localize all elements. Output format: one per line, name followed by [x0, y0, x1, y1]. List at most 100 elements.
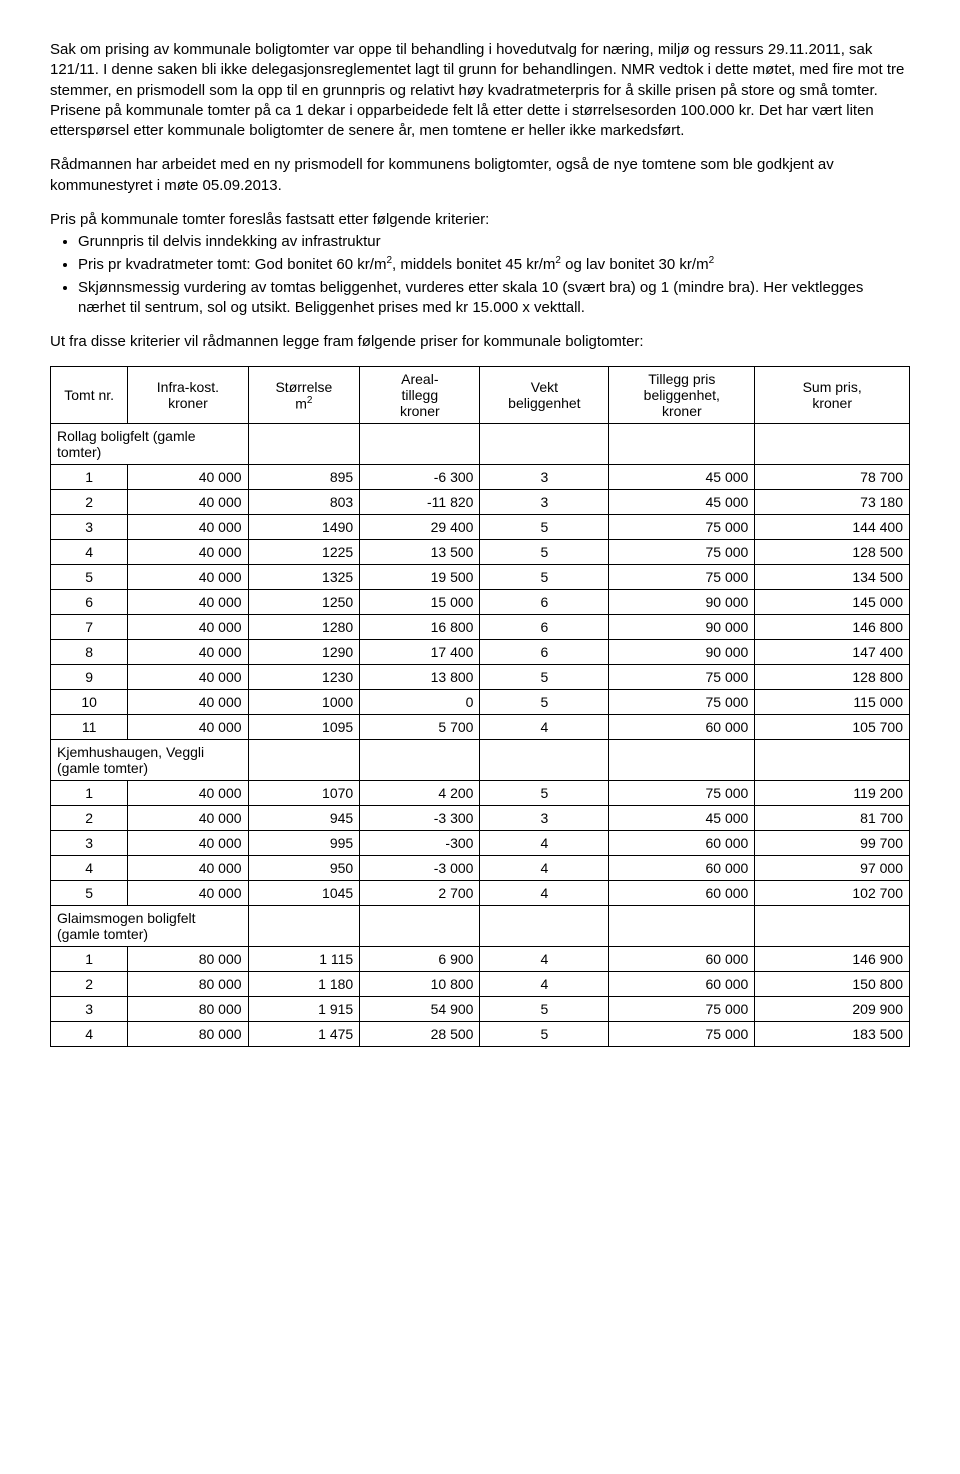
cell-infra: 80 000: [128, 997, 248, 1022]
col-sum: Sum pris,kroner: [755, 367, 910, 424]
cell-areal: -3 000: [360, 856, 480, 881]
table-row: 140 000895-6 300345 00078 700: [51, 465, 910, 490]
table-row: 740 000128016 800690 000146 800: [51, 615, 910, 640]
paragraph-1: Sak om prising av kommunale boligtomter …: [50, 40, 910, 141]
criteria-list: Grunnpris til delvis inndekking av infra…: [50, 232, 910, 318]
cell-tillegg: 60 000: [609, 972, 755, 997]
cell-tillegg: 45 000: [609, 806, 755, 831]
table-row: 640 000125015 000690 000145 000: [51, 590, 910, 615]
cell-size: 1070: [248, 781, 360, 806]
cell-tomt-nr: 2: [51, 972, 128, 997]
cell-size: 1280: [248, 615, 360, 640]
cell-areal: 2 700: [360, 881, 480, 906]
cell-areal: -11 820: [360, 490, 480, 515]
cell-infra: 40 000: [128, 640, 248, 665]
cell-vekt: 6: [480, 640, 609, 665]
cell-areal: -3 300: [360, 806, 480, 831]
cell-infra: 40 000: [128, 690, 248, 715]
cell-areal: 28 500: [360, 1022, 480, 1047]
cell-areal: 5 700: [360, 715, 480, 740]
table-row: 340 000995-300460 00099 700: [51, 831, 910, 856]
cell-size: 1 475: [248, 1022, 360, 1047]
cell-tomt-nr: 11: [51, 715, 128, 740]
cell-tomt-nr: 4: [51, 856, 128, 881]
cell-sum: 105 700: [755, 715, 910, 740]
cell-tillegg: 60 000: [609, 856, 755, 881]
cell-infra: 40 000: [128, 881, 248, 906]
cell-sum: 145 000: [755, 590, 910, 615]
cell-tillegg: 45 000: [609, 465, 755, 490]
cell-size: 1045: [248, 881, 360, 906]
cell-infra: 40 000: [128, 465, 248, 490]
cell-vekt: 6: [480, 590, 609, 615]
price-table: Tomt nr. Infra-kost.kroner Størrelsem2 A…: [50, 366, 910, 1047]
cell-infra: 40 000: [128, 806, 248, 831]
cell-size: 1325: [248, 565, 360, 590]
table-row: 380 0001 91554 900575 000209 900: [51, 997, 910, 1022]
table-row: 280 0001 18010 800460 000150 800: [51, 972, 910, 997]
cell-tomt-nr: 2: [51, 490, 128, 515]
section-label: Rollag boligfelt (gamle tomter): [51, 424, 249, 465]
cell-tillegg: 90 000: [609, 640, 755, 665]
cell-areal: 10 800: [360, 972, 480, 997]
cell-infra: 40 000: [128, 615, 248, 640]
cell-areal: 16 800: [360, 615, 480, 640]
table-row: 340 000149029 400575 000144 400: [51, 515, 910, 540]
cell-tomt-nr: 1: [51, 465, 128, 490]
criteria-item-1: Grunnpris til delvis inndekking av infra…: [78, 232, 910, 252]
cell-tomt-nr: 3: [51, 515, 128, 540]
cell-vekt: 5: [480, 515, 609, 540]
cell-sum: 78 700: [755, 465, 910, 490]
table-row: 180 0001 1156 900460 000146 900: [51, 947, 910, 972]
cell-infra: 40 000: [128, 856, 248, 881]
cell-tillegg: 75 000: [609, 1022, 755, 1047]
cell-sum: 115 000: [755, 690, 910, 715]
table-row: 480 0001 47528 500575 000183 500: [51, 1022, 910, 1047]
cell-size: 1095: [248, 715, 360, 740]
table-row: 540 000132519 500575 000134 500: [51, 565, 910, 590]
cell-size: 945: [248, 806, 360, 831]
cell-tillegg: 75 000: [609, 690, 755, 715]
criteria-item-3: Skjønnsmessig vurdering av tomtas beligg…: [78, 278, 910, 319]
cell-size: 895: [248, 465, 360, 490]
cell-infra: 40 000: [128, 715, 248, 740]
cell-tomt-nr: 3: [51, 831, 128, 856]
col-size: Størrelsem2: [248, 367, 360, 424]
cell-sum: 99 700: [755, 831, 910, 856]
cell-sum: 209 900: [755, 997, 910, 1022]
cell-sum: 81 700: [755, 806, 910, 831]
cell-vekt: 5: [480, 665, 609, 690]
table-section-row: Rollag boligfelt (gamle tomter): [51, 424, 910, 465]
cell-tomt-nr: 1: [51, 947, 128, 972]
cell-vekt: 3: [480, 465, 609, 490]
cell-vekt: 5: [480, 781, 609, 806]
cell-infra: 40 000: [128, 590, 248, 615]
table-row: 440 000122513 500575 000128 500: [51, 540, 910, 565]
col-tillegg: Tillegg prisbeliggenhet,kroner: [609, 367, 755, 424]
cell-sum: 128 800: [755, 665, 910, 690]
cell-tomt-nr: 4: [51, 1022, 128, 1047]
cell-areal: 0: [360, 690, 480, 715]
cell-infra: 80 000: [128, 1022, 248, 1047]
col-infra: Infra-kost.kroner: [128, 367, 248, 424]
cell-size: 1 180: [248, 972, 360, 997]
section-label: Kjemhushaugen, Veggli (gamle tomter): [51, 740, 249, 781]
cell-tillegg: 75 000: [609, 665, 755, 690]
cell-vekt: 5: [480, 540, 609, 565]
cell-infra: 40 000: [128, 565, 248, 590]
cell-vekt: 4: [480, 831, 609, 856]
cell-size: 1 915: [248, 997, 360, 1022]
cell-sum: 134 500: [755, 565, 910, 590]
criteria-intro: Pris på kommunale tomter foreslås fastsa…: [50, 210, 910, 230]
cell-infra: 40 000: [128, 490, 248, 515]
cell-areal: 13 500: [360, 540, 480, 565]
cell-tomt-nr: 5: [51, 565, 128, 590]
cell-tomt-nr: 4: [51, 540, 128, 565]
cell-sum: 146 900: [755, 947, 910, 972]
cell-tillegg: 75 000: [609, 565, 755, 590]
cell-infra: 40 000: [128, 831, 248, 856]
cell-areal: 17 400: [360, 640, 480, 665]
col-tomt-nr: Tomt nr.: [51, 367, 128, 424]
cell-size: 1000: [248, 690, 360, 715]
table-section-row: Kjemhushaugen, Veggli (gamle tomter): [51, 740, 910, 781]
